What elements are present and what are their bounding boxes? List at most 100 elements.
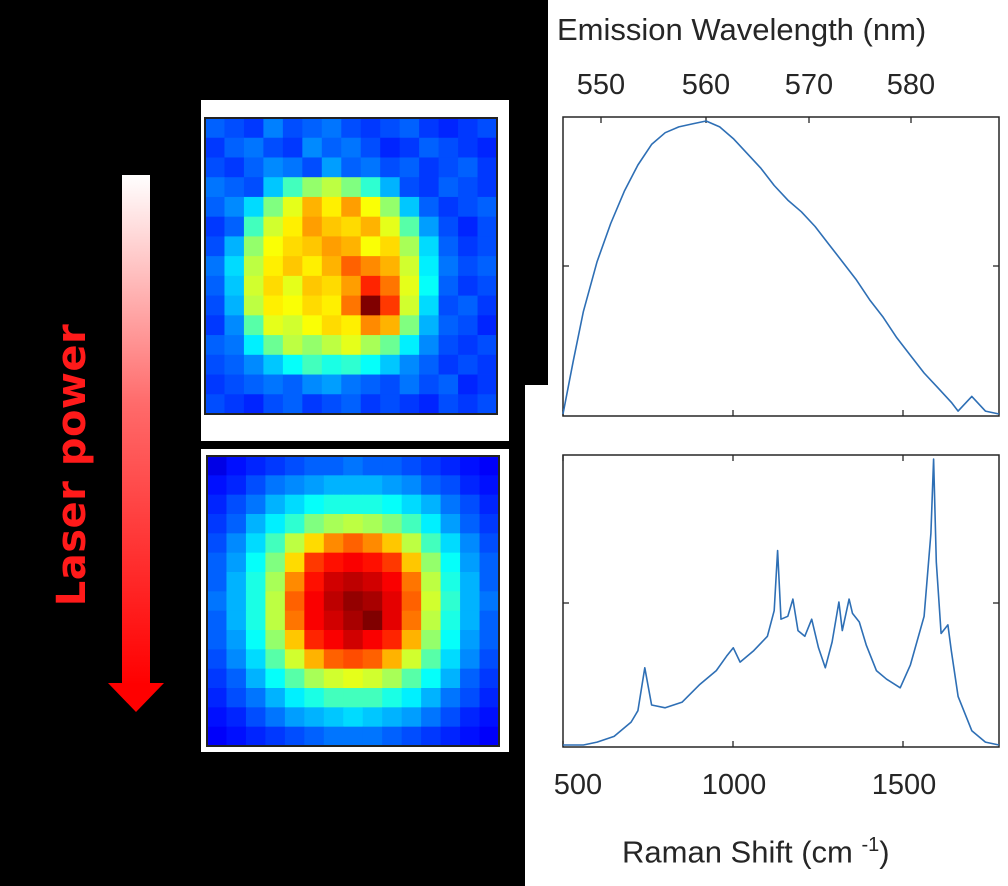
heatmap-cell — [458, 216, 478, 237]
heatmap-cell — [421, 456, 441, 476]
heatmap-cell — [263, 216, 284, 237]
heatmap-cell — [321, 118, 342, 139]
heatmap-cell — [302, 236, 323, 257]
heatmap-cell — [243, 137, 264, 158]
heatmap-cell — [282, 196, 303, 218]
heatmap-cell — [263, 177, 284, 198]
heatmap-cell — [263, 354, 284, 375]
heatmap-cell — [360, 196, 381, 218]
heatmap-cell — [243, 394, 264, 415]
heatmap-cell — [323, 707, 344, 728]
heatmap-cell — [321, 335, 342, 356]
heatmap-cell — [440, 688, 461, 708]
heatmap-cell — [458, 295, 478, 316]
heatmap-cell — [282, 374, 303, 395]
heatmap-cell — [440, 707, 461, 728]
heatmap-cell — [399, 256, 420, 277]
heatmap-cell — [263, 335, 284, 356]
heatmap-cell — [479, 533, 500, 554]
heatmap-cell — [224, 236, 245, 257]
heatmap-cell — [479, 591, 500, 612]
heatmap-cell — [224, 216, 245, 237]
heatmap-cell — [421, 649, 441, 670]
heatmap-cell — [341, 137, 362, 158]
heatmap-cell — [205, 315, 225, 336]
heatmap-cell — [224, 177, 245, 198]
heatmap-cell — [380, 354, 401, 375]
heatmap-cell — [321, 157, 342, 178]
heatmap-cell — [380, 335, 401, 356]
heatmap-cell — [360, 216, 381, 237]
heatmap-cell — [460, 552, 480, 573]
heatmap-cell — [302, 315, 323, 336]
heatmap-cell — [382, 688, 403, 708]
heatmap-cell — [360, 275, 381, 296]
heatmap-cell — [362, 494, 383, 515]
heatmap-cell — [207, 494, 227, 515]
heatmap-cell — [382, 707, 403, 728]
heatmap-high-power — [207, 456, 500, 747]
heatmap-cell — [438, 216, 459, 237]
heatmap-cell — [419, 256, 439, 277]
heatmap-cell — [460, 514, 480, 534]
heatmap-cell — [419, 315, 439, 336]
heatmap-cell — [380, 216, 401, 237]
heatmap-cell — [284, 630, 305, 650]
heatmap-cell — [401, 494, 422, 515]
heatmap-cell — [362, 514, 383, 534]
heatmap-cell — [243, 295, 264, 316]
heatmap-cell — [362, 475, 383, 496]
heatmap-cell — [343, 610, 364, 631]
heatmap-cell — [477, 236, 498, 257]
heatmap-cell — [282, 394, 303, 415]
heatmap-cell — [460, 688, 480, 708]
heatmap-cell — [284, 533, 305, 554]
heatmap-cell — [284, 514, 305, 534]
heatmap-cell — [421, 707, 441, 728]
heatmap-cell — [263, 118, 284, 139]
heatmap-cell — [401, 630, 422, 650]
heatmap-cell — [440, 610, 461, 631]
heatmap-cell — [380, 157, 401, 178]
heatmap-cell — [284, 591, 305, 612]
heatmap-cell — [245, 514, 266, 534]
heatmap-cell — [343, 726, 364, 747]
heatmap-cell — [304, 688, 325, 708]
heatmap-cell — [362, 591, 383, 612]
heatmap-cell — [263, 315, 284, 336]
heatmap-cell — [302, 196, 323, 218]
heatmap-cell — [460, 456, 480, 476]
heatmap-cell — [438, 354, 459, 375]
top-tick-label: 580 — [886, 69, 936, 101]
heatmap-cell — [479, 456, 500, 476]
heatmap-cell — [438, 295, 459, 316]
heatmap-cell — [360, 177, 381, 198]
heatmap-cell — [380, 177, 401, 198]
heatmap-cell — [207, 707, 227, 728]
heatmap-cell — [321, 315, 342, 336]
heatmap-cell — [243, 374, 264, 395]
heatmap-cell — [458, 315, 478, 336]
heatmap-cell — [263, 137, 284, 158]
heatmap-cell — [321, 275, 342, 296]
heatmap-cell — [438, 315, 459, 336]
heatmap-cell — [360, 315, 381, 336]
heatmap-cell — [263, 275, 284, 296]
heatmap-cell — [419, 374, 439, 395]
heatmap-cell — [224, 374, 245, 395]
heatmap-cell — [440, 668, 461, 689]
heatmap-cell — [401, 572, 422, 592]
heatmap-cell — [440, 456, 461, 476]
heatmap-cell — [245, 707, 266, 728]
axis-ticks — [562, 117, 999, 747]
heatmap-cell — [438, 177, 459, 198]
bottom-tick-label: 500 — [553, 769, 603, 801]
heatmap-cell — [282, 157, 303, 178]
heatmap-cell — [304, 514, 325, 534]
heatmap-cell — [360, 256, 381, 277]
heatmap-cell — [343, 688, 364, 708]
heatmap-cell — [205, 236, 225, 257]
heatmap-cell — [321, 256, 342, 277]
heatmap-cell — [341, 118, 362, 139]
heatmap-cell — [477, 177, 498, 198]
